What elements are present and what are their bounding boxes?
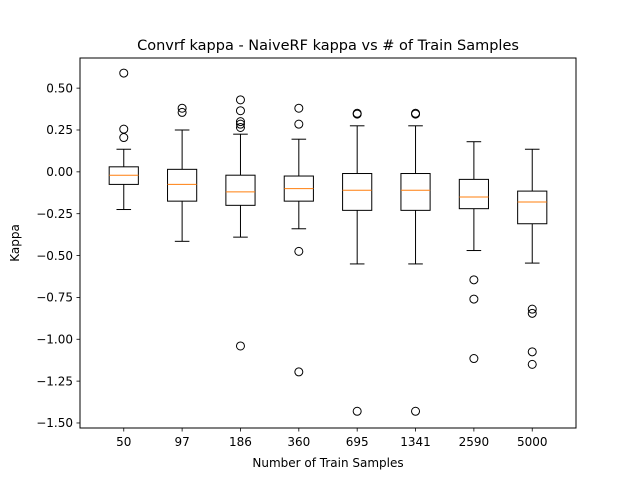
x-tick-label: 50 — [116, 435, 131, 449]
box-iqr — [225, 174, 256, 206]
outlier-point — [294, 246, 304, 256]
outlier-point — [235, 117, 245, 127]
y-tick-label: 0.00 — [46, 165, 73, 179]
box-group — [108, 68, 139, 211]
x-tick-label: 97 — [174, 435, 189, 449]
outlier-point — [527, 304, 537, 314]
x-tick-label: 695 — [346, 435, 369, 449]
box-group — [283, 103, 314, 377]
y-tick-label: 0.50 — [46, 81, 73, 95]
outlier-point — [411, 109, 421, 119]
x-tick-label: 2590 — [459, 435, 490, 449]
y-axis-label: Kappa — [8, 224, 22, 262]
outlier-point — [294, 367, 304, 377]
outlier-point — [527, 308, 537, 318]
box-iqr — [342, 173, 373, 211]
box-group — [458, 141, 489, 364]
outlier-point — [235, 341, 245, 351]
y-tick-label: −1.00 — [36, 332, 73, 346]
x-tick-label: 186 — [229, 435, 252, 449]
outlier-point — [119, 124, 129, 134]
plot-frame — [79, 57, 577, 429]
outlier-point — [235, 106, 245, 116]
box-group — [167, 103, 198, 242]
outlier-point — [469, 354, 479, 364]
box-group — [342, 108, 373, 416]
outlier-point — [527, 347, 537, 357]
box-group — [400, 108, 431, 416]
box-iqr — [167, 168, 198, 202]
outlier-point — [411, 406, 421, 416]
outlier-point — [235, 95, 245, 105]
outlier-point — [235, 119, 245, 129]
outlier-point — [352, 109, 362, 119]
x-tick-label: 1341 — [400, 435, 431, 449]
y-tick-label: 0.25 — [46, 123, 73, 137]
outlier-point — [294, 103, 304, 113]
outlier-point — [235, 122, 245, 132]
x-tick-label: 360 — [287, 435, 310, 449]
y-tick-label: −0.75 — [36, 291, 73, 305]
outlier-point — [177, 107, 187, 117]
outlier-point — [177, 103, 187, 113]
outlier-point — [469, 294, 479, 304]
outlier-point — [119, 133, 129, 143]
y-tick-label: −1.25 — [36, 374, 73, 388]
y-tick-label: −0.25 — [36, 207, 73, 221]
outlier-point — [527, 359, 537, 369]
x-axis-label: Number of Train Samples — [252, 456, 403, 470]
y-tick-label: −1.50 — [36, 416, 73, 430]
outlier-point — [294, 119, 304, 129]
y-tick-label: −0.50 — [36, 249, 73, 263]
box-iqr — [517, 190, 548, 225]
plot-area — [108, 68, 548, 416]
box-iqr — [400, 173, 431, 211]
x-tick-label: 5000 — [517, 435, 548, 449]
box-group — [225, 95, 256, 351]
outlier-point — [119, 68, 129, 78]
outlier-point — [352, 406, 362, 416]
box-group — [517, 148, 548, 369]
outlier-point — [469, 275, 479, 285]
chart-title: Convrf kappa - NaiveRF kappa vs # of Tra… — [137, 38, 519, 54]
box-iqr — [458, 178, 489, 210]
